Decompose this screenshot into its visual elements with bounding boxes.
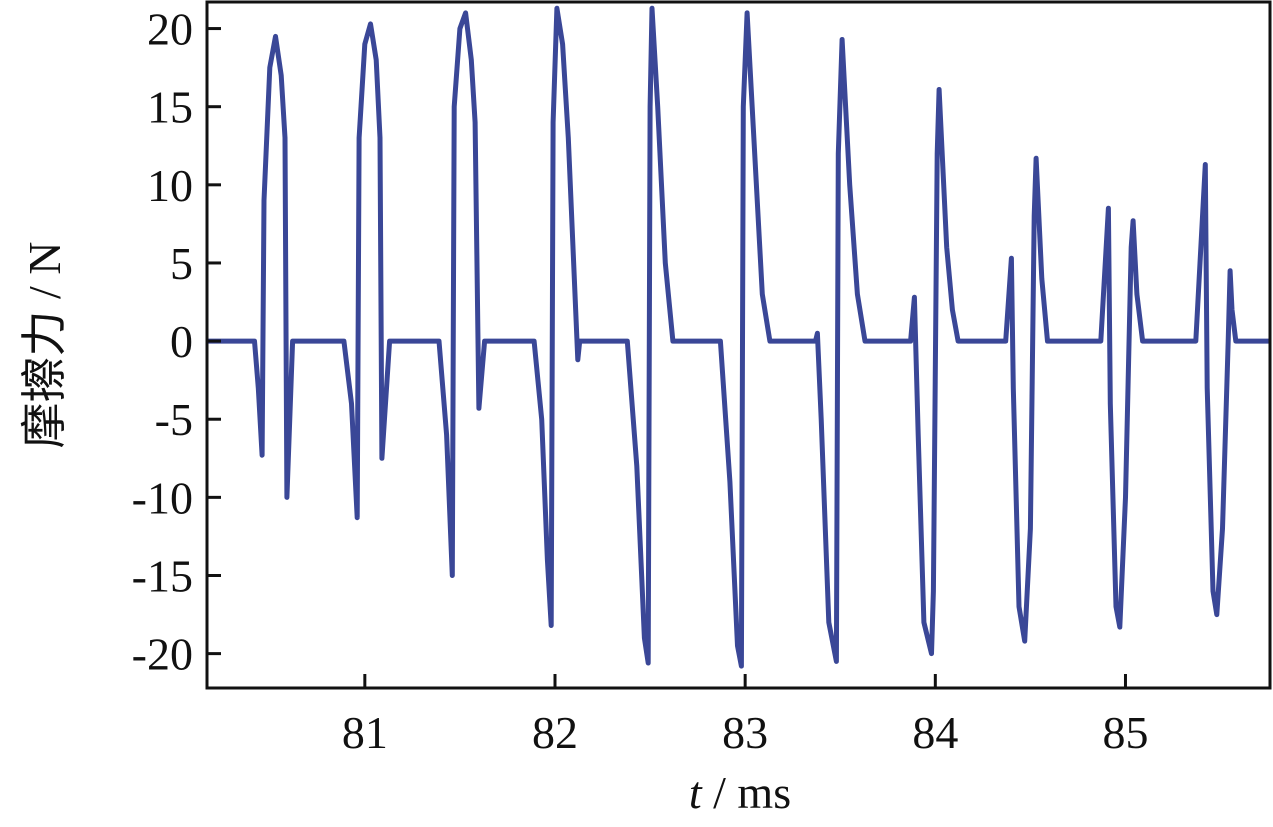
- x-tick-label: 84: [912, 707, 958, 758]
- y-tick-label: -15: [132, 550, 193, 601]
- x-tick-label: 85: [1102, 707, 1148, 758]
- x-tick-label: 81: [342, 707, 388, 758]
- y-tick-label: 20: [147, 4, 193, 55]
- plot-frame: [205, 0, 1272, 690]
- y-tick-label: -5: [155, 394, 193, 445]
- y-tick-label: 5: [170, 238, 193, 289]
- x-axis-label: t / ms: [689, 767, 791, 818]
- y-tick-label: 0: [170, 316, 193, 367]
- x-tick-label: 82: [532, 707, 578, 758]
- y-tick-label: -20: [132, 629, 193, 680]
- x-tick-label: 83: [722, 707, 768, 758]
- y-tick-label: 10: [147, 160, 193, 211]
- y-axis-label: 摩擦力 / N: [19, 242, 70, 449]
- y-tick-label: 15: [147, 82, 193, 133]
- y-tick-label: -10: [132, 472, 193, 523]
- data-line: [207, 5, 1270, 669]
